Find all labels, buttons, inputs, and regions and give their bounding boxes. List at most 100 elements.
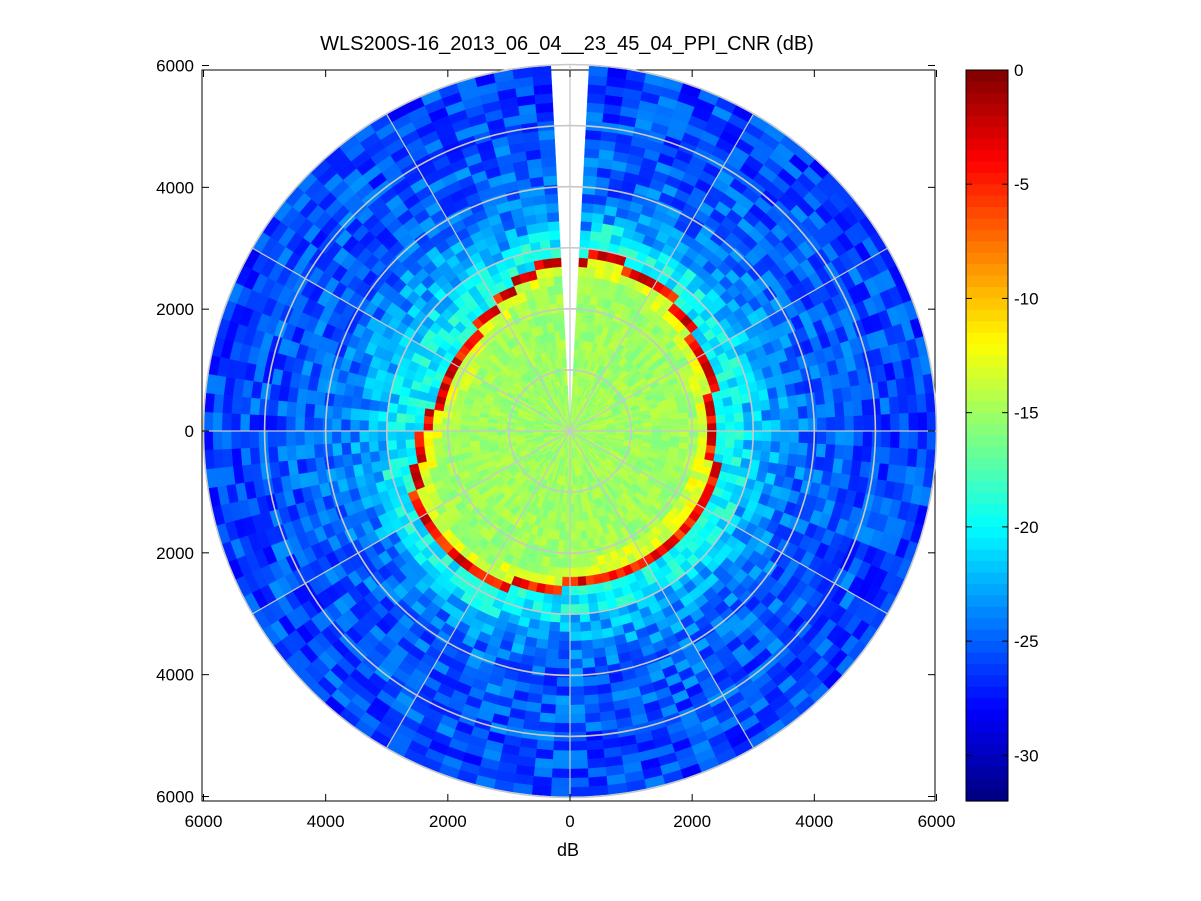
field-cell <box>569 631 582 642</box>
field-cell <box>561 585 571 596</box>
field-cell <box>553 741 571 752</box>
field-cell <box>221 412 232 432</box>
field-cell <box>697 423 708 432</box>
field-cell <box>539 138 556 150</box>
field-cell <box>569 567 578 578</box>
colorbar-band <box>966 778 1008 791</box>
field-cell <box>593 656 608 668</box>
field-cell <box>815 443 827 458</box>
field-cell <box>917 430 928 450</box>
field-cell <box>752 430 763 442</box>
field-cell <box>564 522 571 532</box>
field-cell <box>552 585 563 596</box>
field-cell <box>569 558 578 569</box>
x-axis-label: dB <box>557 840 579 860</box>
field-cell <box>582 667 597 678</box>
field-cell <box>642 430 653 436</box>
field-cell <box>203 411 214 432</box>
field-cell <box>835 416 846 432</box>
field-cell <box>487 426 498 432</box>
field-cell <box>552 750 571 761</box>
field-cell <box>591 212 605 224</box>
field-cell <box>579 230 592 241</box>
colorbar-band <box>966 366 1008 379</box>
field-cell <box>478 426 488 432</box>
field-cell <box>554 567 564 578</box>
colorbar-band <box>966 766 1008 779</box>
field-cell <box>582 548 591 559</box>
field-cell <box>533 84 553 95</box>
field-cell <box>341 453 354 467</box>
field-cell <box>341 442 352 456</box>
field-cell <box>414 438 425 448</box>
field-cell <box>583 166 598 177</box>
field-cell <box>536 739 554 751</box>
field-cell <box>556 677 571 688</box>
field-cell <box>547 220 560 232</box>
field-cell <box>569 640 582 651</box>
field-cell <box>752 420 763 432</box>
field-cell <box>322 443 334 458</box>
field-cell <box>581 193 596 205</box>
field-cell <box>331 405 343 420</box>
field-cell <box>414 422 424 432</box>
field-cell <box>368 440 379 453</box>
colorbar-band <box>966 606 1008 619</box>
field-cell <box>759 399 771 412</box>
colorbar-band <box>966 504 1008 517</box>
field-cell <box>267 415 278 432</box>
field-cell <box>660 420 671 427</box>
field-cell <box>441 417 452 425</box>
field-cell <box>405 438 416 449</box>
field-cell <box>862 430 873 447</box>
field-cell <box>230 430 241 449</box>
colorbar: 0-5-10-15-20-25-30 <box>965 61 1039 802</box>
field-cell <box>569 759 588 770</box>
field-cell <box>203 430 214 451</box>
field-cell <box>908 430 919 450</box>
field-cell <box>743 421 754 432</box>
field-cell <box>349 419 360 432</box>
field-cell <box>532 194 547 206</box>
field-cell <box>569 704 586 715</box>
field-cell <box>779 441 790 455</box>
field-cell <box>414 446 426 456</box>
field-cell <box>591 638 605 650</box>
field-cell <box>322 404 334 419</box>
field-cell <box>761 409 772 422</box>
field-cell <box>580 220 593 232</box>
field-cell <box>351 396 363 410</box>
field-cell <box>212 430 223 450</box>
colorbar-band <box>966 70 1008 83</box>
field-cell <box>580 211 594 223</box>
colorbar-band <box>966 583 1008 597</box>
field-cell <box>678 412 689 420</box>
field-cell <box>906 448 918 468</box>
field-cell <box>546 639 560 651</box>
colorbar-band <box>966 618 1008 631</box>
field-cell <box>222 394 234 414</box>
field-cell <box>487 434 498 440</box>
field-cell <box>835 430 846 446</box>
field-cell <box>557 312 565 323</box>
colorbar-band <box>966 515 1008 528</box>
field-cell <box>825 430 836 446</box>
colorbar-band <box>966 424 1008 437</box>
field-cell <box>405 405 417 415</box>
field-cell <box>550 603 562 614</box>
field-cell <box>414 414 425 424</box>
field-cell <box>569 549 577 560</box>
colorbar-gradient <box>966 70 1008 802</box>
field-cell <box>861 399 873 416</box>
field-cell <box>679 430 690 438</box>
field-cell <box>569 750 588 761</box>
colorbar-band <box>966 252 1008 265</box>
field-cell <box>294 416 305 432</box>
field-cell <box>276 445 288 462</box>
x-tick-label: 2000 <box>429 812 467 831</box>
colorbar-band <box>966 355 1008 368</box>
field-cell <box>870 398 882 416</box>
field-cell <box>705 407 717 417</box>
field-cell <box>926 430 937 451</box>
colorbar-band <box>966 344 1008 357</box>
